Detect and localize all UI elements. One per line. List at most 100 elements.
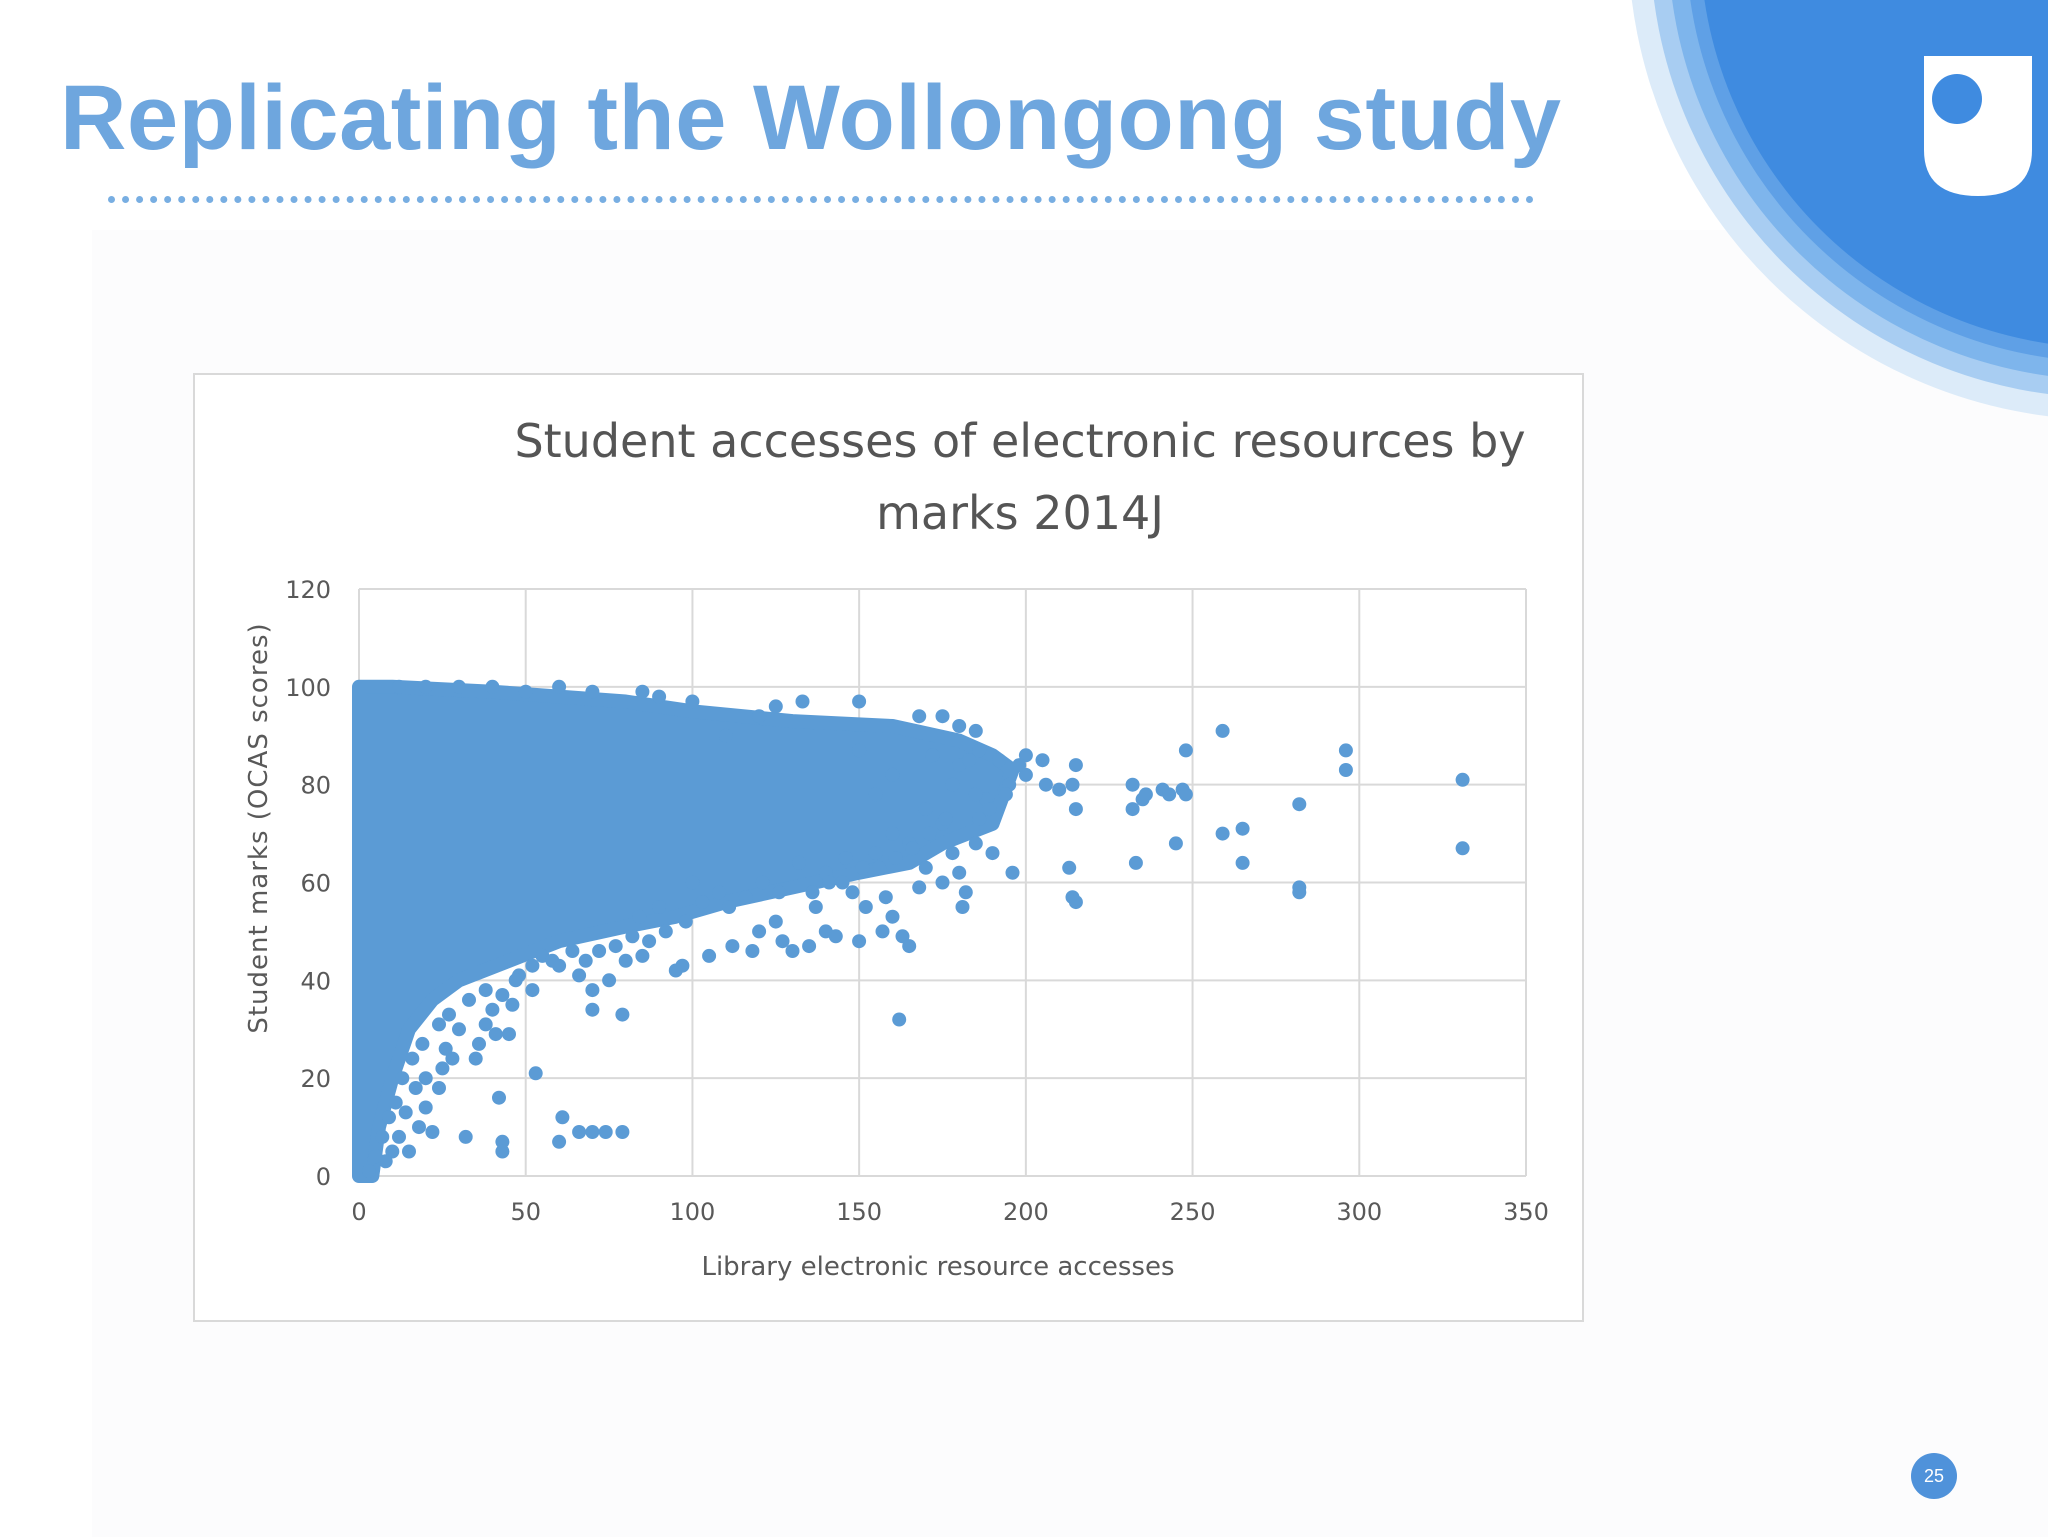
- data-point: [1018, 748, 1033, 763]
- data-point: [952, 719, 967, 733]
- data-point: [752, 924, 767, 939]
- data-point: [478, 1017, 493, 1032]
- x-tick-label: 0: [351, 1198, 366, 1226]
- logo-decoration: [1628, 0, 2048, 420]
- data-point: [968, 787, 983, 802]
- data-point: [552, 1134, 567, 1149]
- data-point: [608, 939, 623, 954]
- data-point: [678, 914, 693, 929]
- data-point: [895, 929, 910, 944]
- data-point: [585, 684, 600, 699]
- data-point: [565, 944, 580, 958]
- data-point: [902, 939, 917, 954]
- data-point: [695, 895, 710, 910]
- data-point: [445, 1051, 460, 1066]
- data-point: [918, 860, 933, 875]
- data-point: [432, 1017, 446, 1032]
- data-point: [1162, 787, 1177, 802]
- data-point: [685, 694, 700, 709]
- data-point: [808, 900, 823, 914]
- data-point: [452, 679, 466, 694]
- data-point: [802, 939, 817, 954]
- data-point: [958, 885, 973, 900]
- data-point: [518, 684, 533, 699]
- data-point: [955, 900, 970, 914]
- data-point: [375, 1129, 390, 1144]
- data-point: [768, 699, 783, 714]
- data-point: [1012, 758, 1027, 773]
- data-point: [912, 880, 927, 895]
- data-point: [918, 802, 933, 817]
- data-point: [938, 811, 953, 826]
- data-point: [858, 900, 873, 914]
- data-point: [632, 909, 647, 924]
- data-point: [872, 860, 887, 875]
- data-point: [992, 753, 1007, 768]
- data-point: [985, 846, 1000, 861]
- x-tick-label: 50: [510, 1198, 541, 1226]
- data-point: [585, 1125, 600, 1139]
- data-point: [602, 973, 617, 988]
- chart-title: Student accesses of electronic resources…: [430, 405, 1610, 549]
- data-point: [668, 963, 683, 978]
- data-point: [768, 914, 783, 929]
- data-point: [555, 1110, 570, 1125]
- data-point: [402, 1144, 416, 1159]
- y-axis-label: Student marks (OCAS scores): [244, 622, 274, 1033]
- y-tick-label: 120: [285, 576, 331, 604]
- data-point: [442, 1007, 456, 1022]
- data-points: [352, 679, 1470, 1183]
- data-point: [852, 934, 867, 949]
- data-point: [392, 1129, 406, 1144]
- y-tick-label: 40: [300, 967, 331, 995]
- data-point: [712, 885, 727, 900]
- data-point: [1068, 802, 1083, 817]
- data-point: [592, 944, 607, 958]
- data-point: [572, 968, 587, 983]
- data-point: [838, 851, 853, 865]
- data-point: [408, 1081, 423, 1095]
- data-point: [905, 841, 920, 856]
- data-point: [368, 1149, 383, 1164]
- data-point: [362, 1164, 376, 1179]
- data-point: [878, 890, 893, 905]
- data-point: [852, 694, 867, 709]
- data-point: [495, 988, 510, 1002]
- data-point: [618, 953, 633, 968]
- data-point: [1235, 855, 1250, 870]
- data-point: [852, 743, 867, 758]
- data-point: [935, 709, 950, 724]
- data-point: [868, 846, 883, 861]
- chart-title-line-2: marks 2014J: [876, 486, 1164, 540]
- data-point: [1005, 865, 1020, 880]
- slide-title: Replicating the Wollongong study: [60, 67, 1562, 169]
- data-point: [468, 1051, 483, 1066]
- data-point: [1235, 821, 1250, 836]
- data-point: [525, 958, 540, 973]
- data-point: [885, 826, 900, 841]
- data-point: [1215, 723, 1230, 738]
- data-point: [492, 1090, 506, 1105]
- data-point: [388, 1095, 403, 1110]
- data-point: [968, 836, 983, 851]
- data-point: [935, 875, 950, 890]
- data-point: [385, 1144, 400, 1159]
- data-point: [418, 679, 433, 694]
- x-tick-label: 100: [670, 1198, 716, 1226]
- data-point: [822, 875, 837, 890]
- data-point: [945, 777, 960, 792]
- x-tick-label: 150: [836, 1198, 882, 1226]
- data-point: [1168, 836, 1183, 851]
- data-point: [752, 709, 767, 724]
- data-point: [585, 983, 600, 998]
- open-university-shield-icon: [1924, 56, 2032, 196]
- data-point: [415, 1036, 430, 1051]
- data-point: [578, 953, 593, 968]
- data-point: [1178, 787, 1193, 802]
- x-tick-label: 350: [1503, 1198, 1549, 1226]
- tick-labels: 0 20 40 60 80 100 120 0 50 100 150 200 250 300 350: [285, 576, 1549, 1226]
- data-point: [998, 787, 1013, 802]
- x-axis-label: Library electronic resource accesses: [701, 1252, 1174, 1282]
- data-point: [982, 802, 997, 817]
- data-point: [855, 860, 870, 875]
